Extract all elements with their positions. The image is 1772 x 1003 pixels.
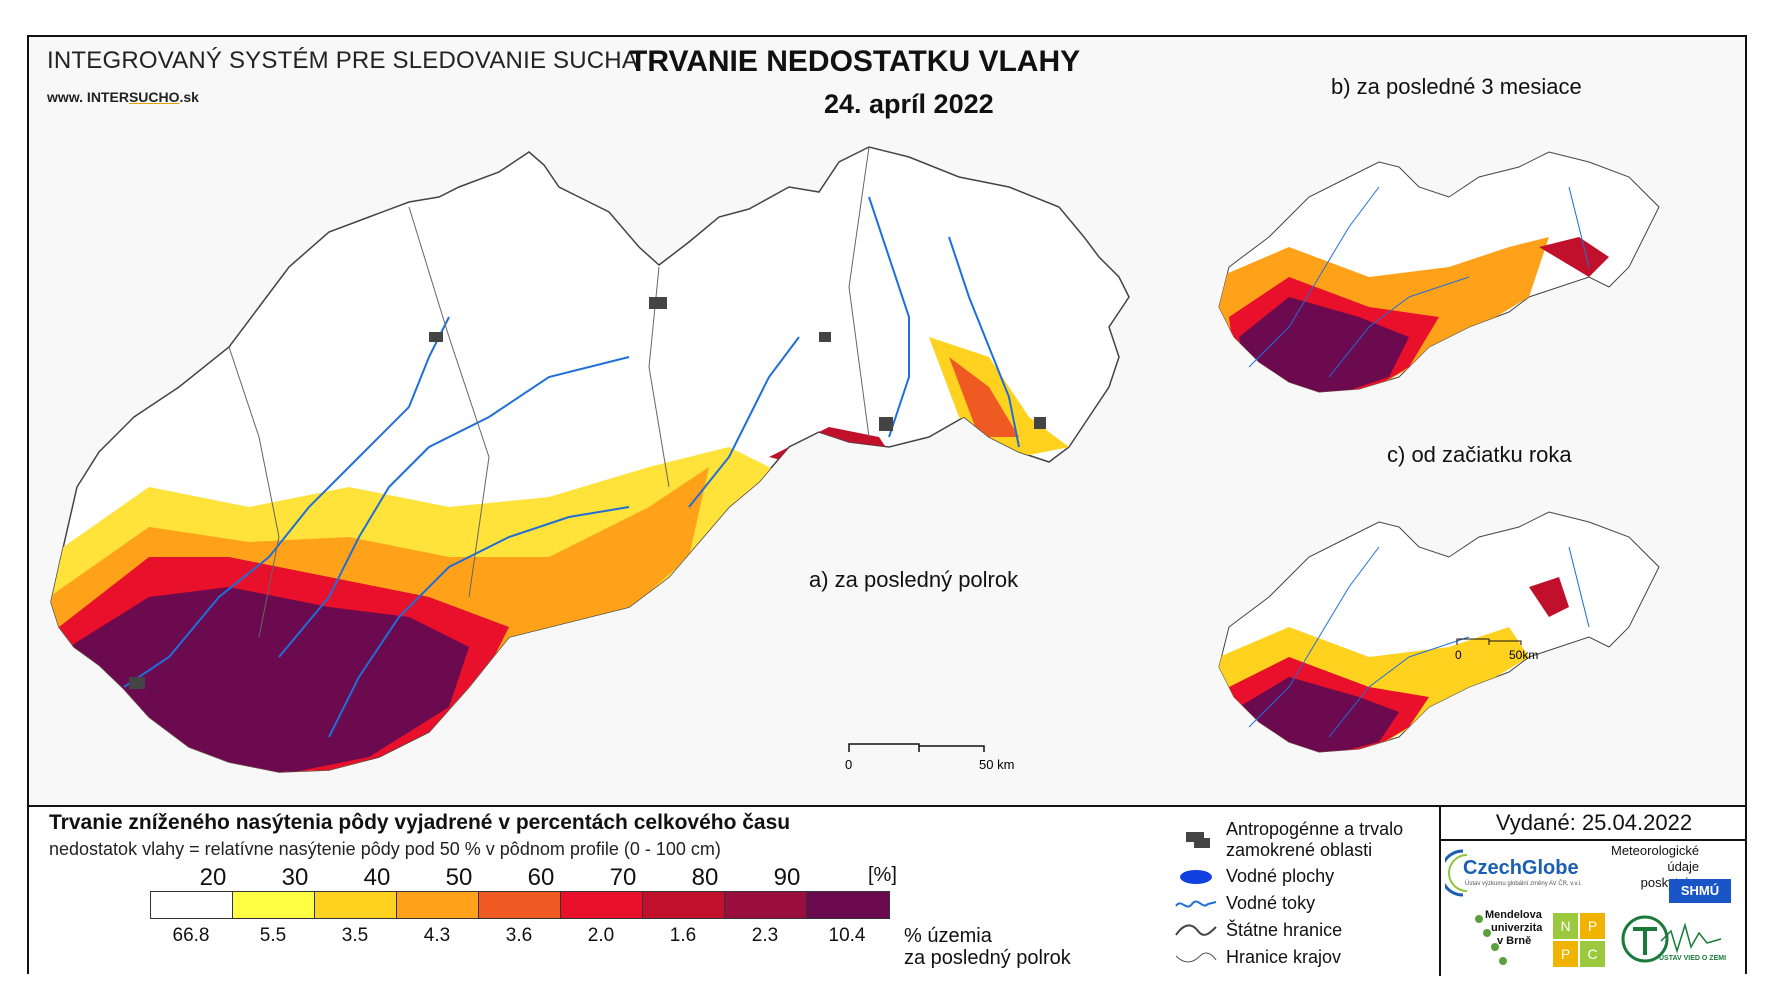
area-percent: 3.6 — [505, 925, 533, 946]
map-b — [1218, 151, 1660, 393]
area-percent: 1.6 — [669, 925, 697, 946]
legend-swatch — [397, 892, 479, 918]
nppc-logo: N P P C — [1553, 913, 1605, 967]
website-link[interactable]: www. INTERSUCHO.sk — [47, 89, 199, 105]
uvz-text: ÚSTAV VIED O ZEMI — [1659, 955, 1727, 962]
scale-main-end: 50 km — [979, 757, 1014, 772]
symbol-legend: Antropogénne a trvalo zamokrené oblasti … — [1174, 817, 1403, 971]
scale-bar-main — [848, 743, 985, 752]
drought-zone-east-orange — [949, 357, 1019, 437]
nppc-letter: P — [1580, 913, 1605, 939]
issuer-box: Vydané: 25.04.2022 CzechGlobe Ústav výzk… — [1439, 807, 1747, 976]
czechglobe-sub: Ústav výzkumu globální změny AV ČR, v.v.… — [1465, 881, 1582, 887]
map-c: 0 50km — [1218, 511, 1660, 753]
legend-row-state-border: Štátne hranice — [1174, 917, 1403, 944]
legend-swatch — [643, 892, 725, 918]
anthropogenic-areas-a — [129, 297, 1046, 689]
czechglobe-logo — [1445, 849, 1468, 897]
legend-title: Trvanie zníženého nasýtenia pôdy vyjadre… — [49, 811, 791, 834]
legend-panel: Trvanie zníženého nasýtenia pôdy vyjadre… — [29, 805, 1747, 976]
threshold-label: 60 — [527, 864, 555, 891]
area-percent: 2.3 — [751, 925, 779, 946]
area-percent: 5.5 — [259, 925, 287, 946]
area-percent: 2.0 — [587, 925, 615, 946]
legend-swatch — [479, 892, 561, 918]
issued-date: Vydané: 25.04.2022 — [1441, 807, 1747, 841]
map-c-label: c) od začiatku roka — [1387, 442, 1572, 467]
legend-row-water-streams: Vodné toky — [1174, 890, 1403, 917]
scale-small-end: 50km — [1509, 648, 1538, 662]
legend-thresholds: 20 30 40 50 60 70 80 90 [%] — [200, 864, 913, 891]
area-percent: 66.8 — [172, 925, 210, 946]
water-streams-label: Vodné toky — [1226, 893, 1316, 913]
mendel-line3: v Brně — [1497, 935, 1532, 947]
website-suffix: .sk — [179, 89, 199, 105]
website-prefix: www. INTER — [47, 89, 129, 105]
map-a-label: a) za posledný polrok — [809, 567, 1019, 592]
legend-swatch — [725, 892, 807, 918]
czechglobe-name: CzechGlobe — [1463, 857, 1579, 879]
drought-zone-darkred — [69, 587, 469, 772]
legend-swatch — [807, 892, 889, 918]
scale-bar-small — [1456, 638, 1522, 645]
map-title: TRVANIE NEDOSTATKU VLAHY — [629, 45, 1081, 78]
threshold-label: 40 — [363, 864, 391, 891]
threshold-label: 30 — [281, 864, 309, 891]
region-border-icon — [1175, 952, 1217, 962]
mendel-dots-icon — [1475, 915, 1507, 965]
legend-row-region-border: Hranice krajov — [1174, 944, 1403, 971]
legend-swatch — [233, 892, 315, 918]
legend-swatch — [561, 892, 643, 918]
anthropogenic-icon — [1186, 832, 1210, 848]
legend-area-percents: 66.8 5.5 3.5 4.3 3.6 2.0 1.6 2.3 10.4 — [150, 925, 890, 947]
state-border-label: Štátne hranice — [1226, 920, 1343, 940]
state-border-icon — [1175, 924, 1217, 936]
area-caption-line2: za posledný polrok — [904, 947, 1071, 969]
legend-colorbar — [150, 891, 890, 919]
river-icon — [1175, 899, 1217, 908]
water-area-icon — [1180, 869, 1212, 884]
map-date: 24. apríl 2022 — [824, 89, 994, 119]
region-border-label: Hranice krajov — [1226, 947, 1342, 967]
area-percent: 10.4 — [828, 925, 866, 946]
nppc-letter: N — [1553, 913, 1578, 939]
legend-swatch — [315, 892, 397, 918]
threshold-label: 70 — [609, 864, 637, 891]
scale-small-start: 0 — [1455, 648, 1462, 662]
area-caption-line1: % územia — [904, 925, 992, 947]
water-areas-label: Vodné plochy — [1226, 866, 1335, 886]
map-frame: INTEGROVANÝ SYSTÉM PRE SLEDOVANIE SUCHA … — [27, 35, 1747, 976]
area-percent: 3.5 — [341, 925, 369, 946]
legend-row-water-areas: Vodné plochy — [1174, 863, 1403, 890]
legend-swatch — [151, 892, 233, 918]
mendel-line2: univerzita — [1491, 922, 1543, 934]
area-percent: 4.3 — [423, 925, 451, 946]
website-highlight: SUCHO — [128, 89, 180, 105]
uvz-logo — [1621, 915, 1722, 963]
anthropogenic-label-line1: Antropogénne a trvalo — [1226, 819, 1404, 839]
threshold-label: 20 — [199, 864, 227, 891]
legend-unit: [%] — [868, 864, 897, 886]
scale-main-start: 0 — [845, 757, 852, 772]
main-map-a: 0 50 km — [50, 146, 1130, 773]
mendel-line1: Mendelova — [1485, 909, 1542, 921]
legend-row-anthropogenic: Antropogénne a trvalo zamokrené oblasti — [1174, 817, 1403, 863]
threshold-label: 80 — [691, 864, 719, 891]
threshold-label: 90 — [773, 864, 801, 891]
legend-subtitle: nedostatok vlahy = relatívne nasýtenie p… — [49, 839, 721, 859]
map-b-label: b) za posledné 3 mesiace — [1331, 74, 1582, 99]
area-caption: % územia za posledný polrok — [904, 925, 1071, 969]
mendel-text: Mendelova univerzita v Brně — [1485, 909, 1542, 948]
threshold-label: 50 — [445, 864, 473, 891]
met-line1: Meteorologické — [1611, 843, 1700, 858]
rivers-main — [123, 196, 1020, 738]
nppc-letter: C — [1580, 941, 1605, 967]
met-line2: údaje — [1667, 859, 1700, 874]
anthropogenic-label-line2: zamokrené oblasti — [1226, 840, 1373, 860]
system-title: INTEGROVANÝ SYSTÉM PRE SLEDOVANIE SUCHA — [47, 47, 639, 74]
nppc-letter: P — [1553, 941, 1578, 967]
shmu-logo: SHMÚ — [1669, 879, 1731, 903]
